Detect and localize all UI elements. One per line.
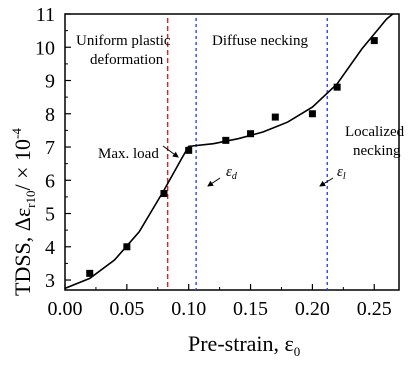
x-ticks: 0.00 0.05 0.10 0.15 0.20 0.25 (48, 284, 392, 320)
y-tick-label: 11 (36, 4, 55, 26)
data-point (160, 190, 168, 198)
x-tick-label: 0.15 (233, 298, 268, 320)
data-point (333, 83, 341, 91)
vertical-lines (166, 18, 328, 290)
y-tick-label: 3 (45, 270, 55, 292)
eps-l-arrow (319, 177, 334, 187)
x-axis-label: Pre-strain, ε0 (188, 331, 300, 359)
max-load-arrow (162, 145, 179, 158)
annotation-uniform-2: deformation (90, 52, 164, 68)
data-point (123, 243, 131, 251)
x-tick-label: 0.05 (109, 298, 144, 320)
y-tick-label: 8 (45, 104, 55, 126)
annotation-eps-l: εl (337, 164, 346, 182)
x-tick-label: 0.25 (357, 298, 392, 320)
y-tick-label: 5 (45, 204, 55, 226)
plot-frame (64, 13, 400, 291)
x-tick-label: 0.10 (171, 298, 206, 320)
y-axis-label: TDSS, Δεr10/ × 10-4 (9, 128, 38, 296)
eps-d-arrow (207, 177, 221, 187)
data-point (222, 136, 230, 144)
annotation-localized-2: necking (353, 143, 401, 159)
y-tick-label: 7 (45, 137, 55, 159)
y-tick-label: 4 (45, 237, 55, 259)
data-point (271, 113, 279, 121)
data-point (247, 130, 255, 138)
y-tick-label: 10 (35, 37, 55, 59)
x-tick-label: 0.20 (295, 298, 330, 320)
y-tick-label: 9 (45, 71, 55, 93)
data-point (308, 110, 316, 118)
data-point (370, 37, 378, 45)
y-tick-label: 6 (45, 170, 55, 192)
data-markers (86, 37, 378, 277)
y-ticks: 3 4 5 6 7 8 9 10 11 (35, 4, 71, 292)
annotation-max-load: Max. load (98, 146, 159, 162)
annotation-eps-d: εd (226, 164, 238, 182)
data-point (86, 269, 94, 277)
annotation-uniform-1: Uniform plastic (76, 33, 171, 49)
annotation-diffuse: Diffuse necking (212, 33, 308, 49)
data-point (185, 146, 193, 154)
x-tick-label: 0.00 (48, 298, 83, 320)
annotation-localized-1: Localized (345, 124, 405, 140)
